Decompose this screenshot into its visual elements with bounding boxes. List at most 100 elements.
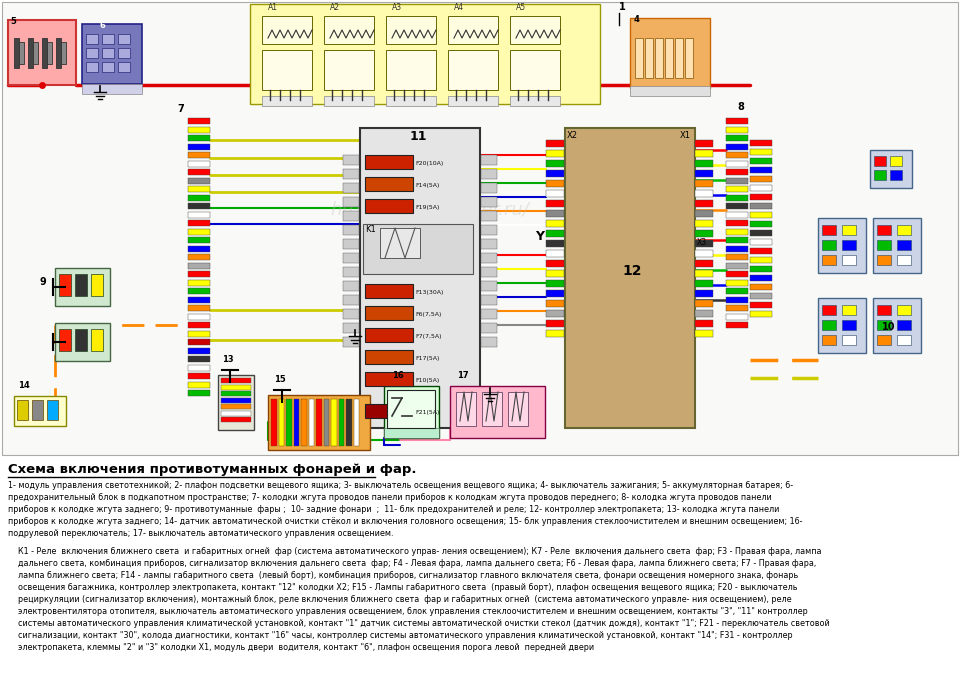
- Bar: [384, 386, 439, 438]
- Bar: [343, 267, 359, 277]
- Bar: [278, 399, 284, 446]
- Text: 6: 6: [100, 21, 106, 30]
- Bar: [546, 150, 564, 157]
- Bar: [890, 156, 902, 166]
- Bar: [897, 225, 911, 235]
- Bar: [890, 170, 902, 180]
- Bar: [726, 313, 748, 319]
- Bar: [365, 350, 413, 364]
- Bar: [33, 42, 38, 64]
- Bar: [86, 62, 98, 72]
- Bar: [262, 16, 312, 44]
- Bar: [188, 169, 210, 175]
- Bar: [346, 399, 351, 446]
- Bar: [456, 392, 476, 426]
- Text: F6(7,5A): F6(7,5A): [415, 312, 442, 317]
- Bar: [546, 320, 564, 327]
- Bar: [726, 186, 748, 192]
- Text: 11: 11: [410, 130, 427, 143]
- Bar: [726, 161, 748, 166]
- Bar: [877, 320, 891, 330]
- Bar: [353, 399, 359, 446]
- Bar: [726, 305, 748, 311]
- Bar: [750, 140, 772, 146]
- Bar: [726, 152, 748, 158]
- Bar: [387, 390, 435, 428]
- Bar: [19, 42, 24, 64]
- Bar: [897, 320, 911, 330]
- Bar: [365, 328, 413, 342]
- Bar: [695, 160, 713, 167]
- Bar: [59, 329, 71, 351]
- Bar: [873, 298, 921, 353]
- Bar: [695, 240, 713, 247]
- Text: 7: 7: [177, 104, 183, 114]
- Bar: [877, 305, 891, 315]
- Bar: [822, 255, 836, 265]
- Bar: [750, 248, 772, 254]
- Bar: [17, 400, 28, 420]
- Bar: [695, 190, 713, 197]
- Bar: [695, 220, 713, 227]
- Bar: [750, 311, 772, 317]
- Bar: [750, 221, 772, 227]
- Bar: [726, 127, 748, 133]
- Bar: [386, 16, 436, 44]
- Bar: [481, 253, 497, 263]
- Bar: [262, 50, 312, 90]
- Bar: [268, 395, 370, 450]
- Bar: [726, 220, 748, 226]
- Text: 5: 5: [10, 17, 16, 26]
- Bar: [822, 320, 836, 330]
- Text: 17: 17: [457, 371, 468, 380]
- Bar: [726, 135, 748, 141]
- Bar: [842, 240, 856, 250]
- Bar: [188, 229, 210, 234]
- Bar: [86, 34, 98, 44]
- Bar: [324, 16, 374, 44]
- Bar: [546, 160, 564, 167]
- Bar: [750, 158, 772, 164]
- Text: предохранительный блок в подкапотном пространстве; 7- колодки жгута проводов пан: предохранительный блок в подкапотном про…: [8, 493, 772, 502]
- Bar: [82, 24, 142, 84]
- Bar: [695, 330, 713, 337]
- Bar: [188, 161, 210, 166]
- Bar: [695, 260, 713, 267]
- Bar: [221, 391, 251, 396]
- Bar: [8, 20, 76, 85]
- Text: A4: A4: [454, 3, 464, 12]
- Bar: [635, 38, 643, 78]
- Bar: [726, 254, 748, 260]
- Text: A1: A1: [268, 3, 278, 12]
- Bar: [343, 239, 359, 249]
- Bar: [188, 296, 210, 303]
- Bar: [481, 323, 497, 333]
- Bar: [695, 250, 713, 257]
- Bar: [188, 382, 210, 387]
- Bar: [339, 399, 344, 446]
- Bar: [380, 228, 420, 258]
- Bar: [188, 186, 210, 192]
- Bar: [343, 183, 359, 193]
- Bar: [324, 50, 374, 90]
- Bar: [481, 239, 497, 249]
- Bar: [546, 260, 564, 267]
- Bar: [897, 305, 911, 315]
- Bar: [726, 143, 748, 150]
- Bar: [546, 180, 564, 187]
- Text: 15: 15: [274, 375, 286, 384]
- Bar: [188, 220, 210, 226]
- Text: лампа ближнего света; F14 - лампы габаритного света  (левый борт), комбинация пр: лампа ближнего света; F14 - лампы габари…: [18, 571, 799, 580]
- Bar: [818, 218, 866, 273]
- Bar: [897, 255, 911, 265]
- Bar: [188, 245, 210, 252]
- Bar: [188, 373, 210, 379]
- Text: F10(5A): F10(5A): [415, 378, 440, 383]
- Bar: [630, 18, 710, 88]
- Text: 14: 14: [18, 381, 30, 390]
- Bar: [221, 410, 251, 415]
- Bar: [221, 398, 251, 403]
- Text: F20(10A): F20(10A): [415, 161, 444, 166]
- Bar: [386, 50, 436, 90]
- Bar: [450, 386, 545, 438]
